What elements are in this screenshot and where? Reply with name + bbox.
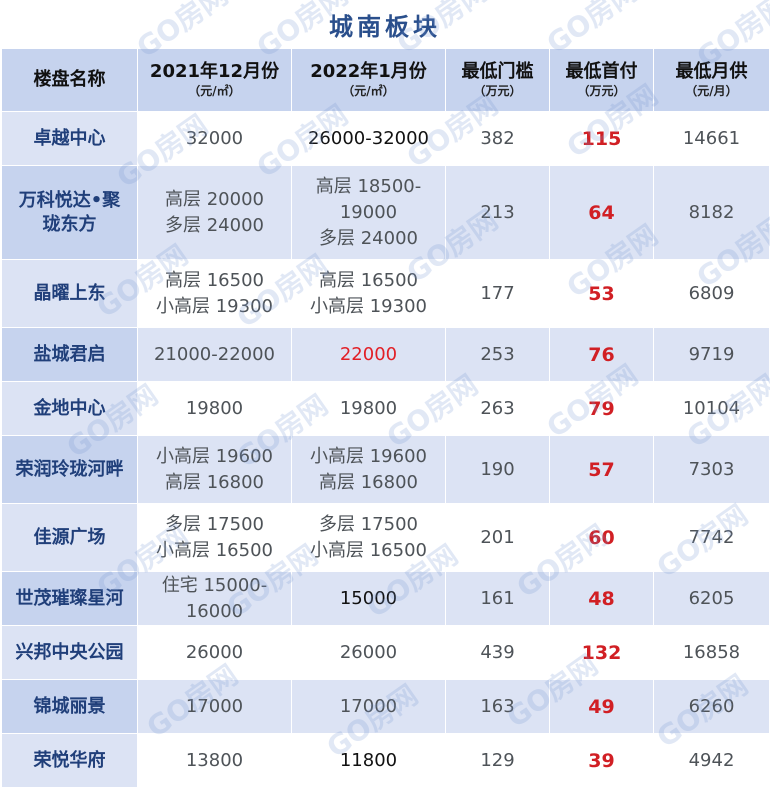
cell-jan-price: 26000-32000 — [291, 111, 446, 166]
cell-monthly: 7303 — [653, 435, 770, 504]
cell-project-name: 荣悦华府 — [1, 733, 138, 788]
table-row: 盐城君启 21000-22000 22000 253 76 9719 — [1, 327, 770, 382]
cell-down-payment: 132 — [549, 625, 654, 680]
cell-down-payment: 76 — [549, 327, 654, 382]
table-row: 晶曜上东 高层 16500 小高层 19300 高层 16500 小高层 19300 17… — [1, 259, 770, 328]
cell-dec-price: 高层 20000 多层 24000 — [137, 165, 292, 260]
cell-monthly: 9719 — [653, 327, 770, 382]
cell-down-payment: 48 — [549, 571, 654, 626]
header-row: 楼盘名称 2021年12月份 （元/㎡） 2022年1月份 （元/㎡） 最低门槛 （万… — [1, 48, 770, 112]
cell-dec-price: 13800 — [137, 733, 292, 788]
cell-project-name: 万科悦达•聚 珑东方 — [1, 165, 138, 260]
table-row: 荣悦华府 13800 11800 129 39 4942 — [1, 733, 770, 788]
cell-threshold: 163 — [445, 679, 550, 734]
cell-down-payment: 49 — [549, 679, 654, 734]
cell-project-name: 锦城丽景 — [1, 679, 138, 734]
cell-monthly: 6260 — [653, 679, 770, 734]
cell-project-name: 晶曜上东 — [1, 259, 138, 328]
cell-monthly: 6205 — [653, 571, 770, 626]
cell-dec-price: 21000-22000 — [137, 327, 292, 382]
cell-monthly: 7742 — [653, 503, 770, 572]
cell-jan-price: 26000 — [291, 625, 446, 680]
cell-dec-price: 高层 16500 小高层 19300 — [137, 259, 292, 328]
cell-jan-price: 高层 16500 小高层 19300 — [291, 259, 446, 328]
table-row: 兴邦中央公园 26000 26000 439 132 16858 — [1, 625, 770, 680]
cell-down-payment: 79 — [549, 381, 654, 436]
cell-project-name: 兴邦中央公园 — [1, 625, 138, 680]
cell-down-payment: 39 — [549, 733, 654, 788]
table-row: 佳源广场 多层 17500 小高层 16500 多层 17500 小高层 16500 20… — [1, 503, 770, 572]
cell-jan-price: 19800 — [291, 381, 446, 436]
cell-dec-price: 26000 — [137, 625, 292, 680]
cell-project-name: 世茂璀璨星河 — [1, 571, 138, 626]
cell-dec-price: 17000 — [137, 679, 292, 734]
header-cell-threshold: 最低门槛 （万元） — [445, 48, 550, 112]
table-title: 城南板块 — [329, 12, 441, 41]
cell-project-name: 金地中心 — [1, 381, 138, 436]
table-row: 荣润玲珑河畔 小高层 19600 高层 16800 小高层 19600 高层 16800… — [1, 435, 770, 504]
cell-threshold: 382 — [445, 111, 550, 166]
cell-jan-price: 多层 17500 小高层 16500 — [291, 503, 446, 572]
cell-down-payment: 57 — [549, 435, 654, 504]
cell-threshold: 263 — [445, 381, 550, 436]
cell-dec-price: 多层 17500 小高层 16500 — [137, 503, 292, 572]
cell-threshold: 177 — [445, 259, 550, 328]
cell-threshold: 190 — [445, 435, 550, 504]
header-cell-dec-price: 2021年12月份 （元/㎡） — [137, 48, 292, 112]
cell-jan-price: 高层 18500- 19000 多层 24000 — [291, 165, 446, 260]
cell-dec-price: 住宅 15000- 16000 — [137, 571, 292, 626]
cell-down-payment: 60 — [549, 503, 654, 572]
cell-threshold: 439 — [445, 625, 550, 680]
cell-threshold: 201 — [445, 503, 550, 572]
price-table: 楼盘名称 2021年12月份 （元/㎡） 2022年1月份 （元/㎡） 最低门槛 （万… — [1, 48, 770, 788]
table-row: 金地中心 19800 19800 263 79 10104 — [1, 381, 770, 436]
table-row: 锦城丽景 17000 17000 163 49 6260 — [1, 679, 770, 734]
cell-down-payment: 53 — [549, 259, 654, 328]
cell-monthly: 8182 — [653, 165, 770, 260]
cell-monthly: 14661 — [653, 111, 770, 166]
cell-jan-price: 17000 — [291, 679, 446, 734]
cell-monthly: 16858 — [653, 625, 770, 680]
cell-threshold: 161 — [445, 571, 550, 626]
cell-project-name: 佳源广场 — [1, 503, 138, 572]
cell-dec-price: 19800 — [137, 381, 292, 436]
cell-jan-price: 小高层 19600 高层 16800 — [291, 435, 446, 504]
cell-monthly: 6809 — [653, 259, 770, 328]
cell-monthly: 4942 — [653, 733, 770, 788]
header-cell-jan-price: 2022年1月份 （元/㎡） — [291, 48, 446, 112]
cell-dec-price: 32000 — [137, 111, 292, 166]
cell-project-name: 卓越中心 — [1, 111, 138, 166]
header-cell-monthly: 最低月供 （元/月） — [653, 48, 770, 112]
cell-down-payment: 115 — [549, 111, 654, 166]
cell-down-payment: 64 — [549, 165, 654, 260]
cell-jan-price: 15000 — [291, 571, 446, 626]
table-row: 世茂璀璨星河 住宅 15000- 16000 15000 161 48 6205 — [1, 571, 770, 626]
cell-threshold: 253 — [445, 327, 550, 382]
cell-dec-price: 小高层 19600 高层 16800 — [137, 435, 292, 504]
cell-project-name: 荣润玲珑河畔 — [1, 435, 138, 504]
cell-threshold: 213 — [445, 165, 550, 260]
table-row: 卓越中心 32000 26000-32000 382 115 14661 — [1, 111, 770, 166]
cell-threshold: 129 — [445, 733, 550, 788]
cell-jan-price: 22000 — [291, 327, 446, 382]
header-cell-down-payment: 最低首付 （万元） — [549, 48, 654, 112]
header-cell-name: 楼盘名称 — [1, 48, 138, 112]
cell-jan-price: 11800 — [291, 733, 446, 788]
cell-monthly: 10104 — [653, 381, 770, 436]
table-row: 万科悦达•聚 珑东方 高层 20000 多层 24000 高层 18500- 19000 多… — [1, 165, 770, 260]
cell-project-name: 盐城君启 — [1, 327, 138, 382]
